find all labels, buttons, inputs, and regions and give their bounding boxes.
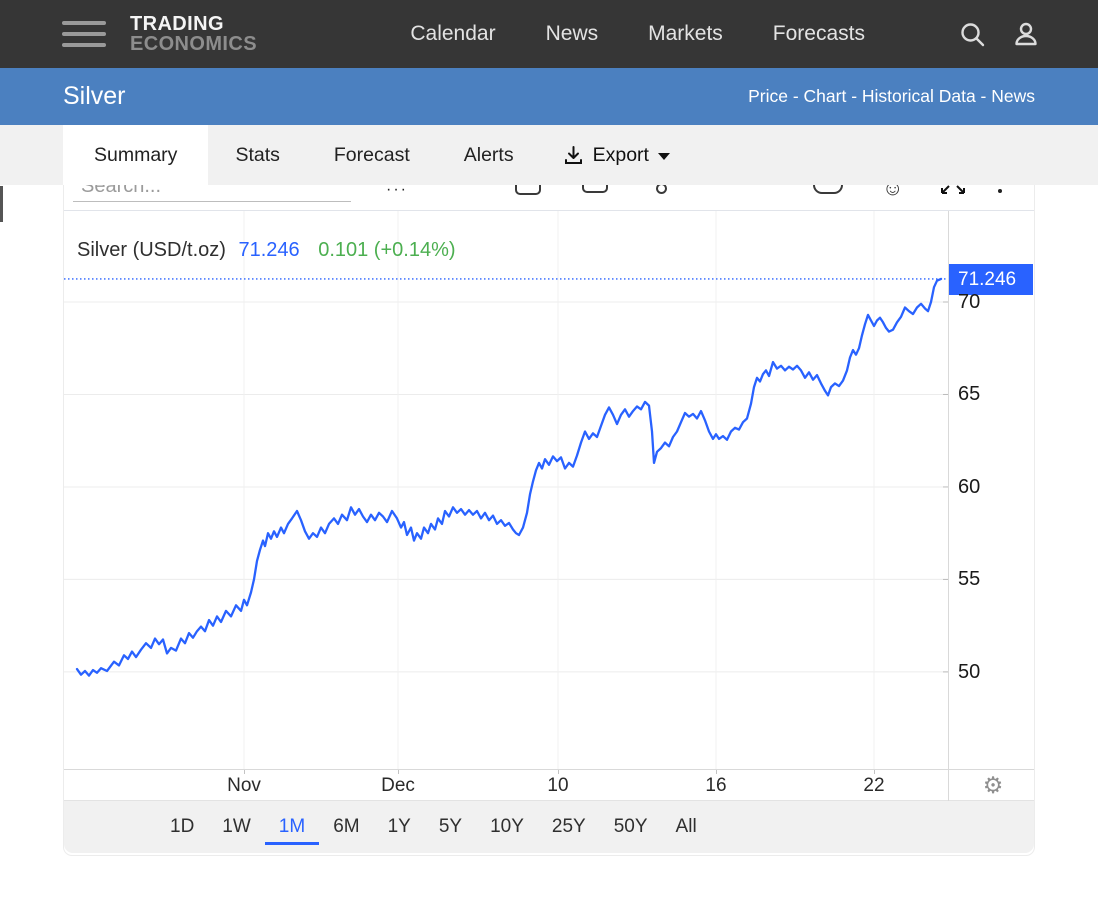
instrument-title-bar: Silver Price - Chart - Historical Data -… [0,68,1098,125]
range-button-all[interactable]: All [675,816,697,837]
price-scale-axis[interactable]: 71.246 70 65 60 55 50 [948,211,1034,769]
top-navigation-bar: TRADING ECONOMICS Calendar News Markets … [0,0,1098,68]
range-button-6m[interactable]: 6M [333,816,360,837]
x-axis-tick [716,770,717,774]
symbol-search-input[interactable]: Search... [81,185,162,197]
caret-down-icon [657,153,670,160]
range-button-10y[interactable]: 10Y [490,816,524,837]
chart-plot-area[interactable]: Silver (USD/t.oz) 71.246 0.101 (+0.14%) [64,211,948,769]
search-underline [73,201,351,202]
last-price-value: 71.246 [238,239,300,261]
account-icon[interactable] [1012,20,1040,48]
nav-link-markets[interactable]: Markets [648,22,723,45]
download-icon [564,145,582,164]
x-axis-label: Nov [227,775,261,796]
range-button-25y[interactable]: 25Y [551,816,586,837]
chart-widget: Search... ··· ☺ Silver (USD/t.oz) 71.246… [63,185,1035,856]
x-axis-label: 16 [705,775,727,796]
x-axis-tick [558,770,559,774]
x-axis-tick [398,770,399,774]
export-menu-button[interactable]: Export [541,125,692,185]
trading-economics-logo[interactable]: TRADING ECONOMICS [130,14,257,54]
tab-strip: Summary Stats Forecast Alerts Export [0,125,1098,185]
emoji-icon[interactable]: ☺ [882,185,904,200]
range-selector-bar: 1D 1W 1M 6M 1Y 5Y 10Y 25Y 50Y All [64,800,1034,853]
fullscreen-icon[interactable] [940,185,966,201]
breadcrumb-links[interactable]: Price - Chart - Historical Data - News [748,86,1035,106]
x-axis-tick [244,770,245,774]
export-label: Export [592,143,649,166]
symbol-name: Silver (USD/t.oz) [77,239,226,261]
nav-link-forecasts[interactable]: Forecasts [772,22,865,45]
tab-alerts[interactable]: Alerts [463,143,514,166]
x-axis-label: 22 [863,775,885,796]
hamburger-menu-icon[interactable] [62,14,106,54]
price-change-value: 0.101 (+0.14%) [318,239,456,261]
page-title: Silver [63,82,126,110]
screenshot-icon[interactable] [582,185,608,193]
range-button-50y[interactable]: 50Y [613,816,648,837]
range-button-1d[interactable]: 1D [170,816,195,837]
y-axis-label: 70 [958,290,981,313]
window-edge-artifact [0,186,3,222]
price-line-chart [64,211,948,769]
chart-main-area: Silver (USD/t.oz) 71.246 0.101 (+0.14%) … [64,211,1034,769]
chart-toolbar-clipped: Search... ··· ☺ [64,185,1034,211]
y-axis-label: 50 [958,660,981,683]
x-axis-tick [874,770,875,774]
y-axis-label: 60 [958,475,981,498]
x-axis-label: 10 [547,775,569,796]
tab-summary[interactable]: Summary [63,125,209,185]
x-axis-label: Dec [381,775,415,796]
time-axis[interactable]: ⚙ Nov Dec 10 16 22 [64,769,1034,801]
search-icon[interactable] [959,21,986,48]
range-button-1m[interactable]: 1M [264,809,320,845]
last-price-badge: 71.246 [949,263,1033,295]
nav-link-calendar[interactable]: Calendar [410,22,496,45]
y-axis-label: 55 [958,568,981,591]
chart-legend: Silver (USD/t.oz) 71.246 0.101 (+0.14%) [77,239,456,262]
nav-link-news[interactable]: News [545,22,599,45]
settings-gear-icon[interactable]: ⚙ [982,772,1004,798]
logo-line-1: TRADING [130,13,224,35]
range-button-1y[interactable]: 1Y [387,816,411,837]
tab-forecast[interactable]: Forecast [333,143,410,166]
link-icon[interactable] [656,185,667,194]
top-nav-links: Calendar News Markets Forecasts [410,20,1040,48]
more-options-icon[interactable] [998,189,1002,193]
compare-icon[interactable]: ··· [386,185,408,198]
tab-stats[interactable]: Stats [235,143,280,166]
range-button-1w[interactable]: 1W [222,816,251,837]
axis-corner-separator [948,770,949,801]
range-button-5y[interactable]: 5Y [438,816,463,837]
y-axis-label: 65 [958,383,981,406]
calendar-icon[interactable] [515,185,541,195]
logo-line-2: ECONOMICS [130,33,257,55]
top-nav-icons [959,20,1040,48]
chat-icon[interactable] [813,185,843,194]
